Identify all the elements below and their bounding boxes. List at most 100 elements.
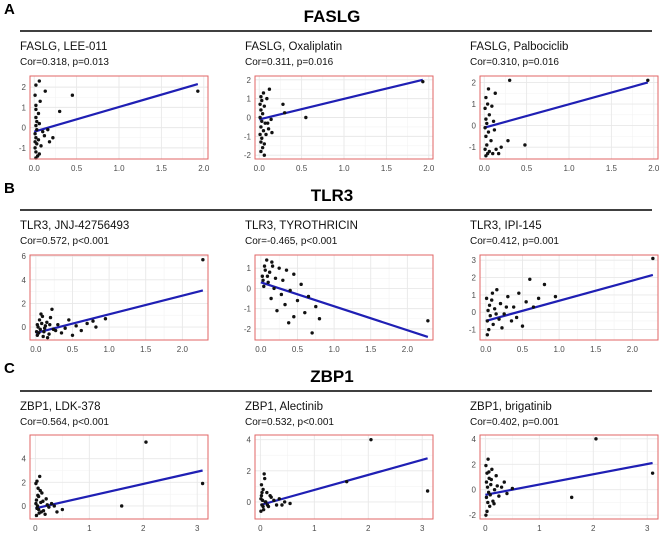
data-point bbox=[38, 488, 42, 493]
y-tick-label: 4 bbox=[472, 435, 477, 444]
x-tick-label: 1.0 bbox=[104, 345, 116, 354]
x-tick-label: 0 bbox=[483, 524, 488, 533]
data-point bbox=[201, 258, 205, 262]
data-point bbox=[265, 490, 269, 495]
data-point bbox=[491, 499, 495, 503]
data-point bbox=[38, 327, 42, 332]
data-point bbox=[646, 78, 650, 83]
data-point bbox=[44, 497, 48, 501]
data-point bbox=[494, 474, 498, 478]
data-point bbox=[491, 322, 495, 327]
subplot-1: FASLG, LEE-011 Cor=0.318, p=0.013 0.0 0.5 1.… bbox=[19, 41, 210, 173]
y-tick-label: 2 bbox=[247, 467, 252, 476]
data-point bbox=[524, 300, 528, 304]
data-point bbox=[264, 132, 268, 137]
data-point bbox=[490, 291, 495, 295]
data-point bbox=[286, 321, 291, 325]
data-point bbox=[500, 326, 504, 330]
x-tick-label: 1.5 bbox=[590, 345, 602, 354]
data-point bbox=[493, 91, 497, 95]
data-point bbox=[196, 89, 200, 93]
data-point bbox=[266, 280, 270, 285]
data-point bbox=[495, 287, 499, 292]
data-point bbox=[494, 147, 498, 151]
data-point bbox=[263, 500, 267, 504]
data-point bbox=[262, 104, 267, 108]
y-tick-label: 1 bbox=[472, 100, 477, 109]
data-point bbox=[35, 333, 40, 337]
data-point bbox=[280, 503, 284, 507]
data-point bbox=[34, 123, 38, 128]
plot-border bbox=[479, 254, 659, 341]
data-point bbox=[488, 314, 492, 318]
data-point bbox=[487, 303, 492, 308]
data-point bbox=[262, 264, 267, 268]
data-point bbox=[40, 321, 44, 326]
data-point bbox=[47, 140, 52, 144]
regression-line bbox=[485, 273, 654, 322]
data-point bbox=[506, 294, 510, 299]
data-point bbox=[487, 470, 491, 474]
data-point bbox=[259, 509, 263, 513]
data-point bbox=[38, 474, 42, 479]
data-point bbox=[492, 488, 497, 492]
regression-line bbox=[260, 281, 429, 339]
y-tick-label: -1 bbox=[19, 144, 27, 153]
data-point bbox=[144, 440, 148, 444]
data-point bbox=[490, 298, 494, 302]
data-point bbox=[36, 486, 40, 490]
regression-line bbox=[483, 81, 649, 129]
data-point bbox=[263, 268, 267, 272]
plot-border bbox=[254, 254, 434, 341]
data-point bbox=[36, 111, 41, 116]
subplot-2: FASLG, Oxaliplatin Cor=0.311, p=0.016 0.0 0… bbox=[244, 41, 435, 173]
y-tick-label: 2 bbox=[22, 83, 27, 92]
data-point bbox=[484, 480, 489, 484]
data-point bbox=[34, 501, 38, 506]
subplot-stat: Cor=0.564, p<0.001 bbox=[20, 417, 109, 428]
y-tick-label: 0 bbox=[22, 124, 27, 133]
data-point bbox=[514, 315, 519, 320]
data-point bbox=[37, 318, 42, 322]
x-tick-label: 2 bbox=[141, 524, 146, 533]
data-point bbox=[483, 106, 487, 111]
data-point bbox=[260, 274, 265, 278]
data-point bbox=[314, 304, 318, 309]
data-point bbox=[34, 150, 38, 154]
x-tick-label: 2 bbox=[366, 524, 371, 533]
y-tick-label: -2 bbox=[244, 325, 252, 334]
data-point bbox=[262, 472, 266, 476]
y-tick-label: 4 bbox=[22, 455, 27, 464]
data-point bbox=[51, 327, 56, 332]
data-point bbox=[261, 129, 266, 133]
x-tick-label: 1 bbox=[312, 524, 317, 533]
data-point bbox=[281, 278, 285, 282]
data-point bbox=[258, 115, 262, 120]
data-point bbox=[259, 108, 263, 112]
y-tick-label: 1 bbox=[247, 264, 252, 273]
x-tick-label: 1.5 bbox=[381, 164, 393, 173]
subplot-stat: Cor=0.311, p=0.016 bbox=[245, 57, 334, 68]
data-point bbox=[497, 494, 501, 498]
y-tick-label: -1 bbox=[244, 305, 252, 314]
data-point bbox=[263, 476, 267, 481]
data-point bbox=[259, 149, 263, 154]
data-point bbox=[43, 512, 47, 516]
data-point bbox=[502, 312, 506, 316]
data-point bbox=[262, 142, 267, 146]
y-tick-label: 0 bbox=[247, 498, 252, 507]
data-point bbox=[553, 294, 558, 299]
data-point bbox=[46, 127, 50, 132]
data-point bbox=[35, 119, 39, 124]
data-point bbox=[272, 498, 276, 503]
section-a: A FASLG bbox=[4, 1, 652, 32]
data-point bbox=[303, 310, 307, 315]
data-point bbox=[531, 305, 536, 309]
y-tick-label: -1 bbox=[469, 143, 477, 152]
data-point bbox=[484, 495, 489, 500]
data-point bbox=[496, 151, 501, 156]
subplot-stat: Cor=0.412, p=0.001 bbox=[470, 236, 559, 247]
data-point bbox=[48, 315, 53, 320]
y-tick-label: 2 bbox=[22, 299, 27, 308]
data-point bbox=[42, 134, 47, 138]
